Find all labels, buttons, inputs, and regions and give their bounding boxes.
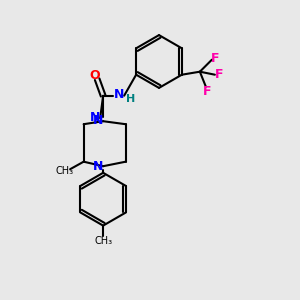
Text: N: N: [92, 114, 103, 127]
Text: CH₃: CH₃: [56, 166, 74, 176]
Text: N: N: [113, 88, 124, 101]
Text: N: N: [92, 160, 103, 173]
Text: O: O: [89, 69, 100, 82]
Text: F: F: [211, 52, 220, 65]
Text: F: F: [203, 85, 212, 98]
Text: N: N: [89, 111, 100, 124]
Text: H: H: [125, 94, 135, 104]
Text: CH₃: CH₃: [94, 236, 112, 247]
Text: F: F: [215, 68, 223, 81]
